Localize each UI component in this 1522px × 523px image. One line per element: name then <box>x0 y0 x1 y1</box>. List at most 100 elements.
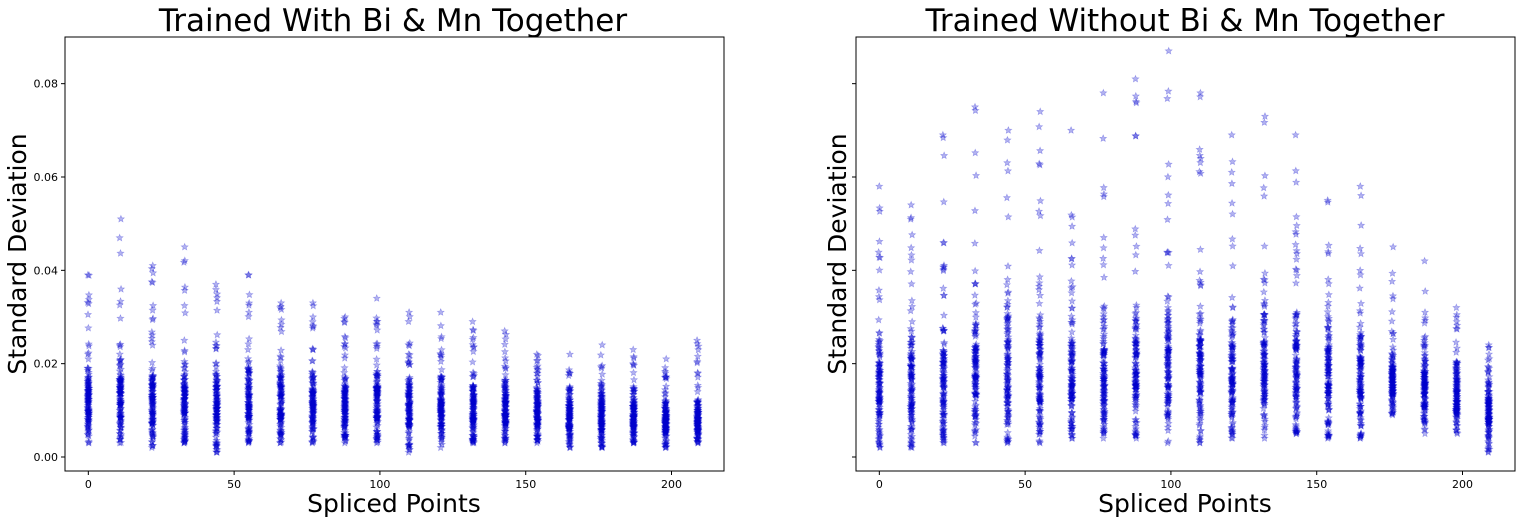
data-point <box>84 415 93 424</box>
data-point <box>149 432 158 441</box>
data-point <box>148 431 158 440</box>
data-point <box>179 405 189 414</box>
data-point <box>1099 254 1108 263</box>
data-point <box>147 419 157 428</box>
data-point <box>84 379 93 387</box>
data-point <box>180 403 189 412</box>
data-point <box>84 339 93 348</box>
data-point <box>1004 212 1013 221</box>
data-point <box>180 395 189 404</box>
data-point <box>116 408 125 417</box>
data-point <box>116 248 125 257</box>
x-tick-label: 50 <box>227 478 241 491</box>
data-point <box>116 420 125 428</box>
data-point <box>180 423 189 432</box>
data-point <box>372 293 381 302</box>
data-point <box>115 382 125 391</box>
data-point <box>180 437 189 446</box>
data-point <box>1131 250 1140 259</box>
data-point <box>84 390 94 399</box>
data-point <box>212 362 221 371</box>
data-point <box>875 237 884 246</box>
data-point <box>83 407 93 416</box>
data-point <box>84 372 94 381</box>
left-x-ticks: 0 50 100 150 200 <box>85 471 682 491</box>
data-point <box>83 382 92 391</box>
data-point <box>83 363 92 372</box>
data-point <box>116 364 126 373</box>
data-point <box>83 419 93 428</box>
data-point <box>148 403 158 412</box>
data-point <box>565 349 575 358</box>
data-point <box>116 420 125 429</box>
data-point <box>1227 130 1236 139</box>
data-point <box>115 300 124 309</box>
data-point <box>147 264 156 273</box>
left-chart: Trained With Bi & Mn Together 0 50 100 150 2… <box>3 3 725 518</box>
data-point <box>906 243 916 252</box>
data-point <box>179 395 189 403</box>
data-point <box>84 438 93 447</box>
data-point <box>1067 260 1077 269</box>
data-point <box>83 430 92 439</box>
data-point <box>147 419 157 428</box>
data-point <box>148 425 157 434</box>
data-point <box>1004 125 1013 134</box>
data-point <box>1451 337 1461 346</box>
data-point <box>1291 177 1301 186</box>
data-point <box>436 321 446 330</box>
y-tick-label: 0.02 <box>34 358 59 371</box>
data-point <box>84 386 94 395</box>
data-point <box>84 394 93 403</box>
data-point <box>84 354 93 363</box>
data-point <box>1003 275 1012 284</box>
data-point <box>148 441 158 450</box>
data-point <box>84 387 93 396</box>
data-point <box>598 369 607 378</box>
data-point <box>115 360 124 369</box>
data-point <box>116 383 125 392</box>
data-point <box>83 373 93 382</box>
data-point <box>148 400 157 409</box>
data-point <box>147 376 157 385</box>
left-y-axis-label: Standard Deviation <box>3 133 32 374</box>
data-point <box>115 384 125 392</box>
data-point <box>468 357 477 366</box>
data-point <box>245 290 254 299</box>
data-point <box>1260 111 1270 120</box>
data-point <box>180 418 190 427</box>
data-point <box>148 416 158 425</box>
data-point <box>939 291 949 299</box>
data-point <box>874 247 883 256</box>
data-point <box>276 346 286 354</box>
data-point <box>84 395 93 404</box>
data-point <box>84 393 93 402</box>
data-point <box>180 435 189 444</box>
data-point <box>148 408 157 417</box>
data-point <box>1260 241 1269 250</box>
data-point <box>147 418 157 427</box>
data-point <box>180 379 189 387</box>
data-point <box>1163 94 1172 103</box>
data-point <box>147 441 157 450</box>
data-point <box>1356 299 1366 308</box>
data-point <box>1387 277 1397 285</box>
data-point <box>1228 261 1237 270</box>
data-point <box>84 411 93 420</box>
data-point <box>907 250 916 259</box>
data-point <box>180 402 189 411</box>
data-point <box>84 368 93 377</box>
data-point <box>116 377 125 386</box>
data-point <box>83 390 93 399</box>
data-point <box>1292 221 1301 230</box>
data-point <box>1356 191 1366 200</box>
data-point <box>180 418 189 427</box>
data-point <box>84 384 94 392</box>
data-point <box>1324 298 1333 307</box>
data-point <box>1003 296 1013 305</box>
data-point <box>84 406 93 414</box>
data-point <box>148 391 157 400</box>
data-point <box>1387 307 1397 316</box>
data-point <box>83 403 92 412</box>
data-point <box>148 410 157 419</box>
